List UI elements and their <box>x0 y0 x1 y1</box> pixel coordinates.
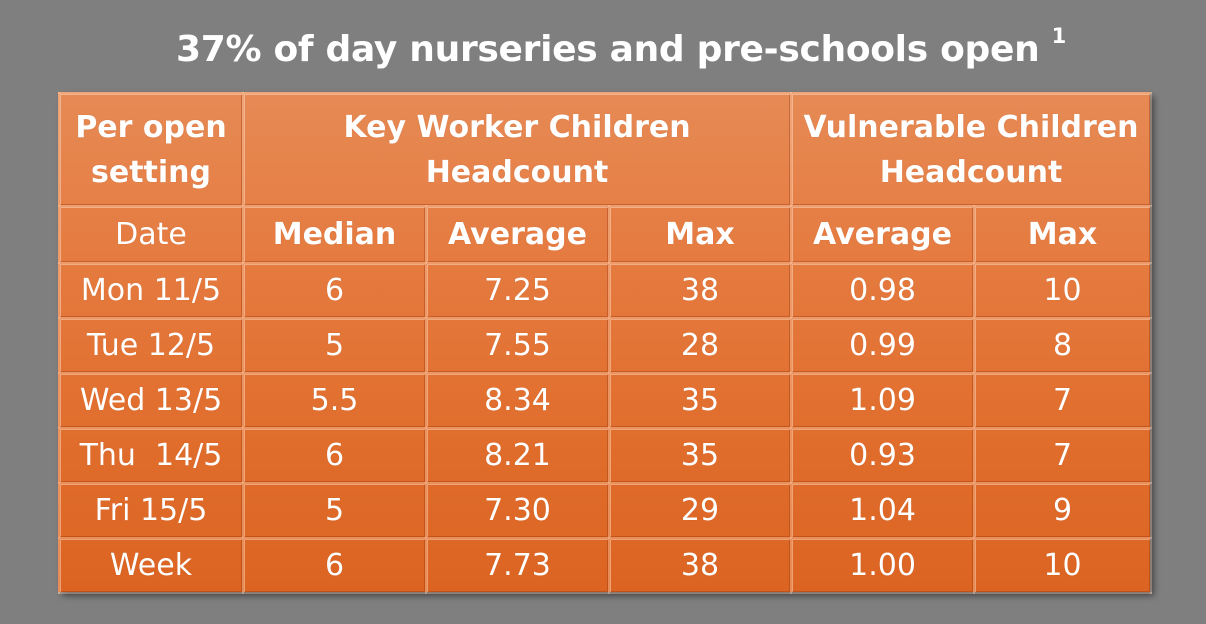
cell-max: 38 <box>607 262 793 319</box>
header-key-worker-line1: Key Worker Children <box>343 109 691 145</box>
cell-median: 5 <box>242 482 427 539</box>
cell-max: 38 <box>607 537 793 594</box>
table-row: Tue 12/5 5 7.55 28 0.99 8 <box>58 317 1153 374</box>
cell-median: 5.5 <box>242 372 427 429</box>
header-row-main: Per open setting Key Worker Children Headc… <box>58 92 1153 207</box>
cell-median: 5 <box>242 317 427 374</box>
cell-date: Tue 12/5 <box>58 317 244 374</box>
cell-average: 7.55 <box>425 317 610 374</box>
cell-average: 7.73 <box>425 537 610 594</box>
cell-date: Thu 14/5 <box>58 427 244 484</box>
cell-vulnerable-max: 7 <box>973 427 1153 484</box>
cell-vulnerable-average: 0.93 <box>790 427 976 484</box>
cell-vulnerable-average: 0.99 <box>790 317 976 374</box>
subheader-vulnerable-average: Average <box>790 205 976 264</box>
headcount-table-grid: Per open setting Key Worker Children Headc… <box>58 92 1153 594</box>
cell-vulnerable-average: 1.09 <box>790 372 976 429</box>
cell-max: 35 <box>607 372 793 429</box>
title-text: 37% of day nurseries and pre-schools ope… <box>176 29 1040 70</box>
cell-vulnerable-max: 10 <box>973 262 1153 319</box>
header-key-worker-line2: Headcount <box>425 154 609 190</box>
cell-vulnerable-max: 7 <box>973 372 1153 429</box>
header-per-open-line1: Per open <box>75 109 227 145</box>
header-per-open-line2: setting <box>91 154 211 190</box>
table-row: Fri 15/5 5 7.30 29 1.04 9 <box>58 482 1153 539</box>
cell-max: 35 <box>607 427 793 484</box>
cell-vulnerable-max: 10 <box>973 537 1153 594</box>
table-row: Mon 11/5 6 7.25 38 0.98 10 <box>58 262 1153 319</box>
header-per-open-setting: Per open setting <box>58 92 244 207</box>
cell-vulnerable-average: 1.00 <box>790 537 976 594</box>
header-row-sub: Date Median Average Max Average Max <box>58 205 1153 264</box>
cell-vulnerable-max: 9 <box>973 482 1153 539</box>
cell-vulnerable-max: 8 <box>973 317 1153 374</box>
cell-median: 6 <box>242 262 427 319</box>
cell-date: Week <box>58 537 244 594</box>
cell-vulnerable-average: 1.04 <box>790 482 976 539</box>
table-row: Week 6 7.73 38 1.00 10 <box>58 537 1153 594</box>
title-footnote: 1 <box>1051 24 1067 48</box>
headcount-table: Per open setting Key Worker Children Headc… <box>58 92 1153 594</box>
subheader-max: Max <box>607 205 793 264</box>
subheader-average: Average <box>425 205 610 264</box>
header-vulnerable-line2: Headcount <box>879 154 1063 190</box>
cell-date: Mon 11/5 <box>58 262 244 319</box>
table-row: Wed 13/5 5.5 8.34 35 1.09 7 <box>58 372 1153 429</box>
cell-average: 8.34 <box>425 372 610 429</box>
header-vulnerable-children: Vulnerable Children Headcount <box>790 92 1153 207</box>
cell-max: 28 <box>607 317 793 374</box>
subheader-vulnerable-max: Max <box>973 205 1153 264</box>
cell-date: Wed 13/5 <box>58 372 244 429</box>
header-vulnerable-line1: Vulnerable Children <box>803 109 1139 145</box>
cell-date: Fri 15/5 <box>58 482 244 539</box>
cell-average: 7.30 <box>425 482 610 539</box>
cell-max: 29 <box>607 482 793 539</box>
subheader-median: Median <box>242 205 427 264</box>
cell-vulnerable-average: 0.98 <box>790 262 976 319</box>
header-key-worker-children: Key Worker Children Headcount <box>241 92 793 207</box>
page-title: 37% of day nurseries and pre-schools ope… <box>0 22 1206 78</box>
cell-median: 6 <box>242 427 427 484</box>
table-row: Thu 14/5 6 8.21 35 0.93 7 <box>58 427 1153 484</box>
cell-average: 7.25 <box>425 262 610 319</box>
cell-median: 6 <box>242 537 427 594</box>
cell-average: 8.21 <box>425 427 610 484</box>
subheader-date: Date <box>58 205 244 264</box>
